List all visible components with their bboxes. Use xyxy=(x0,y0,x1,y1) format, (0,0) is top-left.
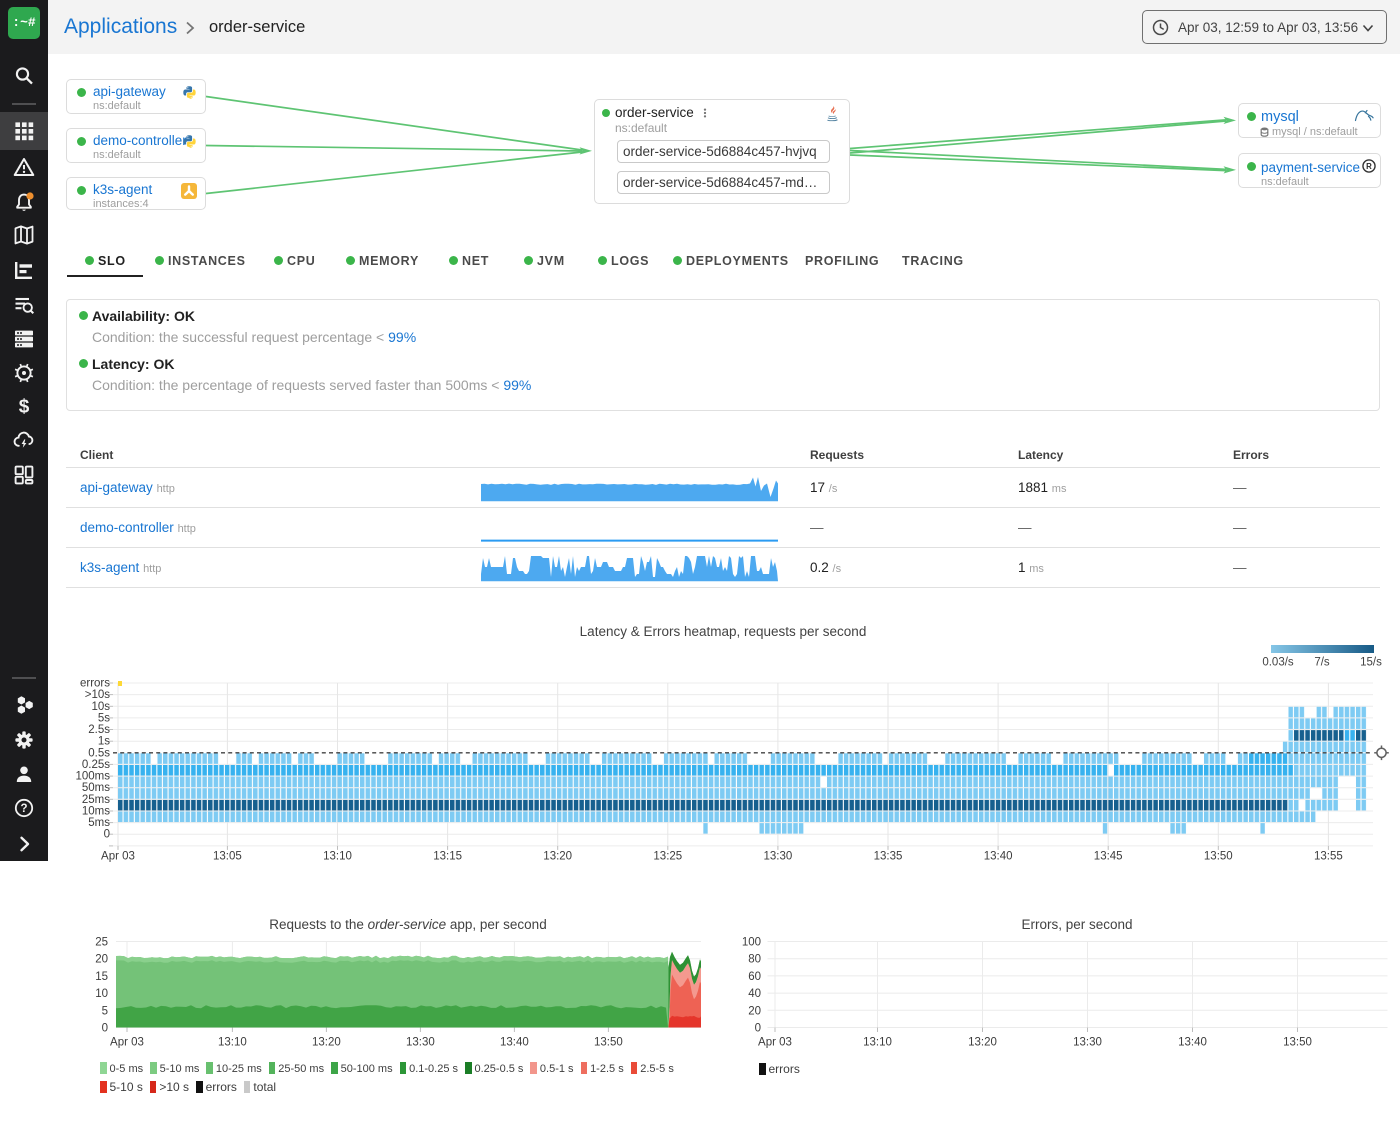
svg-text:?: ? xyxy=(20,803,27,815)
svg-text:13:45: 13:45 xyxy=(1094,851,1123,863)
svg-text:1s: 1s xyxy=(98,736,110,748)
svg-text:0.5s: 0.5s xyxy=(88,747,110,759)
svg-text:13:10: 13:10 xyxy=(323,851,352,863)
svg-text:5ms: 5ms xyxy=(88,817,110,829)
svg-text:13:15: 13:15 xyxy=(433,851,462,863)
svg-text:0: 0 xyxy=(102,1023,108,1035)
svg-text:13:50: 13:50 xyxy=(1204,851,1233,863)
svg-text:0: 0 xyxy=(755,1023,761,1035)
svg-text:$: $ xyxy=(19,397,30,418)
svg-text:10ms: 10ms xyxy=(82,806,110,818)
svg-text:15/s: 15/s xyxy=(1360,657,1382,669)
svg-text:0.25s: 0.25s xyxy=(82,759,110,771)
svg-text:60: 60 xyxy=(748,971,761,983)
svg-text:13:50: 13:50 xyxy=(1283,1037,1312,1049)
svg-text:100ms: 100ms xyxy=(75,771,110,783)
svg-text:R: R xyxy=(1366,161,1372,170)
svg-text:13:30: 13:30 xyxy=(1073,1037,1102,1049)
svg-text:13:30: 13:30 xyxy=(764,851,793,863)
svg-text:100: 100 xyxy=(742,937,761,949)
svg-text:13:20: 13:20 xyxy=(312,1037,341,1049)
svg-text:13:25: 13:25 xyxy=(653,851,682,863)
svg-text:Apr 03: Apr 03 xyxy=(101,851,135,863)
svg-text:2.5s: 2.5s xyxy=(88,724,110,736)
svg-text:25: 25 xyxy=(95,937,108,949)
svg-text:13:30: 13:30 xyxy=(406,1037,435,1049)
svg-text:13:20: 13:20 xyxy=(968,1037,997,1049)
svg-text:Apr 03: Apr 03 xyxy=(758,1037,792,1049)
svg-text:0.03/s: 0.03/s xyxy=(1262,657,1294,669)
svg-text:0: 0 xyxy=(104,829,110,841)
svg-text:10: 10 xyxy=(95,988,108,1000)
svg-text:20: 20 xyxy=(748,1005,761,1017)
svg-text:>10s: >10s xyxy=(85,689,111,701)
svg-text:13:40: 13:40 xyxy=(1178,1037,1207,1049)
svg-text:13:35: 13:35 xyxy=(874,851,903,863)
svg-text:13:50: 13:50 xyxy=(594,1037,623,1049)
svg-text:13:20: 13:20 xyxy=(543,851,572,863)
svg-text:5: 5 xyxy=(102,1005,108,1017)
svg-text:13:40: 13:40 xyxy=(500,1037,529,1049)
svg-text:Apr 03: Apr 03 xyxy=(110,1037,144,1049)
svg-text:20: 20 xyxy=(95,954,108,966)
svg-text:10s: 10s xyxy=(91,701,110,713)
svg-text:errors: errors xyxy=(80,678,110,690)
svg-text:80: 80 xyxy=(748,954,761,966)
svg-text:13:10: 13:10 xyxy=(863,1037,892,1049)
svg-text:50ms: 50ms xyxy=(82,782,110,794)
svg-text:13:40: 13:40 xyxy=(984,851,1013,863)
svg-text:25ms: 25ms xyxy=(82,794,110,806)
svg-text:15: 15 xyxy=(95,971,108,983)
svg-text:7/s: 7/s xyxy=(1314,657,1330,669)
svg-text:13:05: 13:05 xyxy=(213,851,242,863)
svg-text:13:55: 13:55 xyxy=(1314,851,1343,863)
svg-text:40: 40 xyxy=(748,988,761,1000)
svg-text:13:10: 13:10 xyxy=(218,1037,247,1049)
svg-text:5s: 5s xyxy=(98,712,110,724)
